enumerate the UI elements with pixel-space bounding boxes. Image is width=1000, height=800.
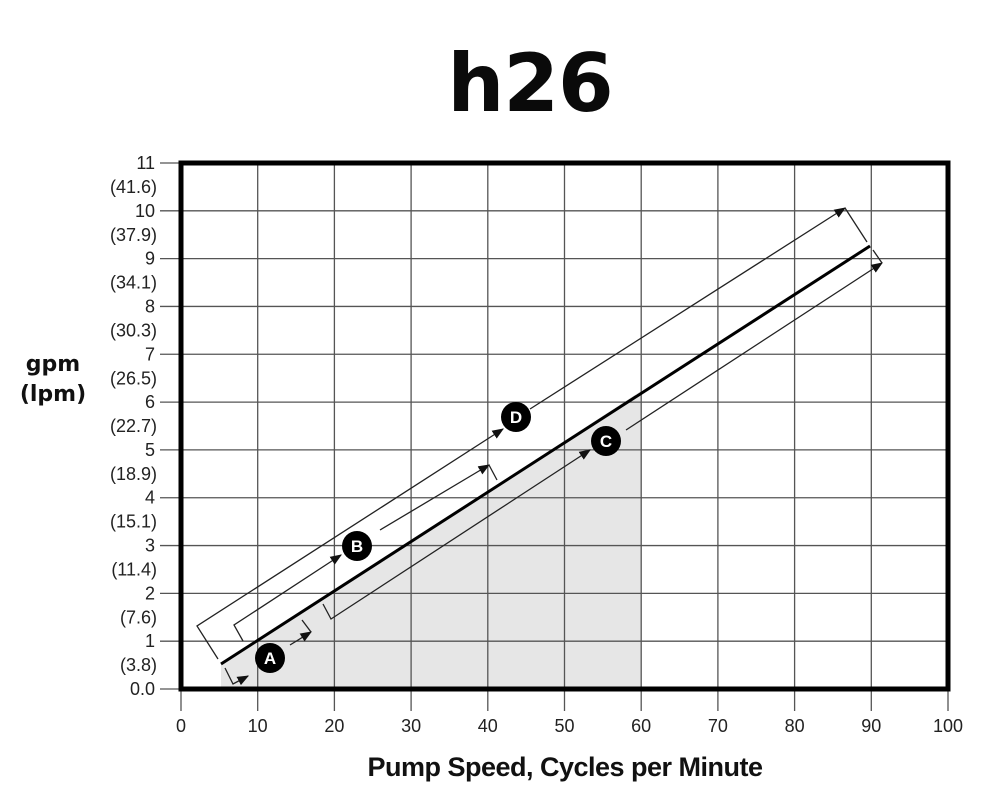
y-tick-label-lpm: (22.7) [110, 416, 157, 436]
y-tick-labels: 0.0 1 (3.8) 2 (7.6) 3 (11.4) 4 (15.1) 5 (18.9) 6 (22… [110, 153, 157, 699]
x-tick-label: 10 [248, 716, 268, 736]
marker-c: C [591, 426, 621, 456]
y-tick-label-gpm: 3 [145, 536, 155, 556]
y-tick-label-lpm: (3.8) [120, 655, 157, 675]
x-tick-label: 100 [933, 716, 963, 736]
y-tick-label-gpm: 1 [145, 631, 155, 651]
flow-line [220, 244, 871, 666]
y-tick-label-lpm: (15.1) [110, 512, 157, 532]
y-tick-label-gpm: 2 [145, 583, 155, 603]
range-c-bracket [322, 249, 883, 620]
x-axis-label: Pump Speed, Cycles per Minute [367, 752, 763, 782]
y-tick-label-lpm: (18.9) [110, 464, 157, 484]
range-b-bracket [233, 464, 498, 642]
x-tick-label: 20 [324, 716, 344, 736]
x-tick-label: 60 [631, 716, 651, 736]
y-tick-label-lpm: (37.9) [110, 225, 157, 245]
y-tick-label-lpm: (11.4) [111, 560, 157, 580]
y-tick-label-lpm: (34.1) [110, 273, 157, 293]
y-tick-label-lpm: (26.5) [110, 368, 157, 388]
plot-frame [178, 160, 951, 692]
marker-c-label: C [600, 432, 612, 451]
marker-d: D [501, 402, 531, 432]
y-axis-label: gpm (lpm) [8, 350, 98, 410]
x-tick-label: 50 [554, 716, 574, 736]
marker-d-label: D [510, 408, 522, 427]
y-tick-label-gpm: 7 [145, 344, 155, 364]
x-tick-label: 0 [176, 716, 186, 736]
y-tick-label-gpm: 6 [145, 392, 155, 412]
marker-a: A [255, 643, 285, 673]
x-tick-label: 80 [785, 716, 805, 736]
shaded-operating-region [221, 391, 641, 689]
y-axis-label-lpm: (lpm) [19, 382, 87, 407]
marker-b-label: B [351, 537, 363, 556]
y-tick-label-gpm: 8 [145, 296, 155, 316]
marker-a-label: A [264, 649, 276, 668]
x-tick-label: 30 [401, 716, 421, 736]
y-tick-label-gpm: 10 [135, 201, 155, 221]
y-tick-label-lpm: (41.6) [110, 177, 157, 197]
chart-title: h26 [447, 37, 613, 130]
x-tick-label: 90 [861, 716, 881, 736]
y-axis-label-gpm: gpm [25, 352, 81, 377]
x-tick-label: 40 [478, 716, 498, 736]
y-tick-label-lpm: (7.6) [120, 607, 157, 627]
range-d-bracket [196, 207, 868, 660]
y-tick-label-gpm: 0.0 [130, 679, 155, 699]
range-a-bracket [224, 619, 312, 686]
y-tick-label-gpm: 5 [145, 440, 155, 460]
y-tick-label-lpm: (30.3) [110, 320, 157, 340]
y-tick-label-gpm: 9 [145, 249, 155, 269]
x-tick-labels: 0 10 20 30 40 50 60 70 80 90 100 [176, 716, 963, 736]
marker-b: B [342, 531, 372, 561]
x-tick-label: 70 [708, 716, 728, 736]
y-tick-label-gpm: 11 [136, 153, 155, 173]
y-tick-label-gpm: 4 [145, 488, 155, 508]
